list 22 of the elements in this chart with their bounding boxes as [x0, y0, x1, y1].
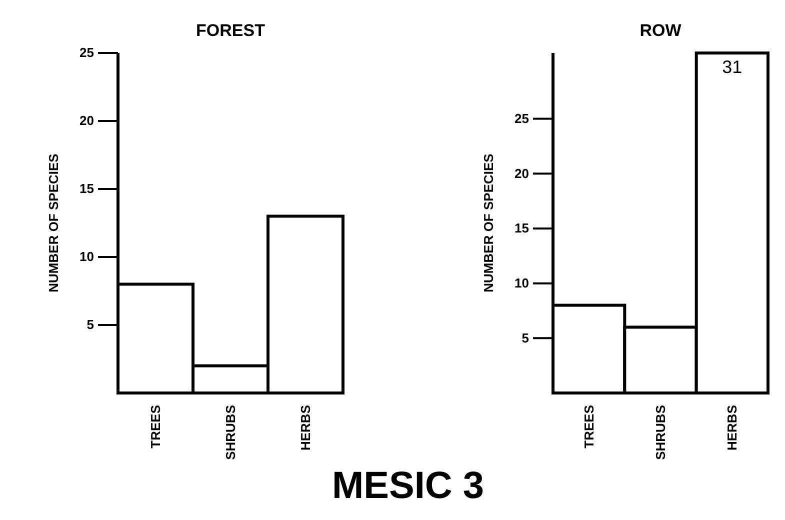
chart-title: FOREST [196, 21, 266, 40]
y-tick-label: 10 [514, 275, 529, 290]
x-tick-label: TREES [148, 404, 164, 448]
y-tick-label: 20 [80, 113, 94, 128]
y-tick-label: 15 [514, 220, 529, 236]
x-tick-label: TREES [581, 404, 596, 448]
y-tick-label: 5 [86, 317, 94, 332]
y-tick-label: 10 [80, 249, 94, 264]
y-tick-label: 25 [80, 45, 94, 60]
y-tick-label: 25 [514, 110, 529, 126]
y-axis-title: NUMBER OF SPECIES [481, 153, 496, 292]
x-tick-label: SHRUBS [223, 404, 238, 460]
y-tick-label: 15 [80, 181, 94, 196]
x-tick-label: SHRUBS [653, 404, 668, 460]
x-tick-label: HERBS [298, 404, 314, 451]
y-axis-title: NUMBER OF SPECIES [46, 153, 61, 292]
y-tick-label: 20 [514, 166, 529, 181]
x-tick-label: HERBS [724, 404, 740, 451]
text: MESIC 3 [332, 465, 484, 507]
data-label: 31 [722, 57, 742, 77]
chart-title: ROW [640, 21, 682, 40]
y-tick-label: 5 [522, 330, 529, 346]
